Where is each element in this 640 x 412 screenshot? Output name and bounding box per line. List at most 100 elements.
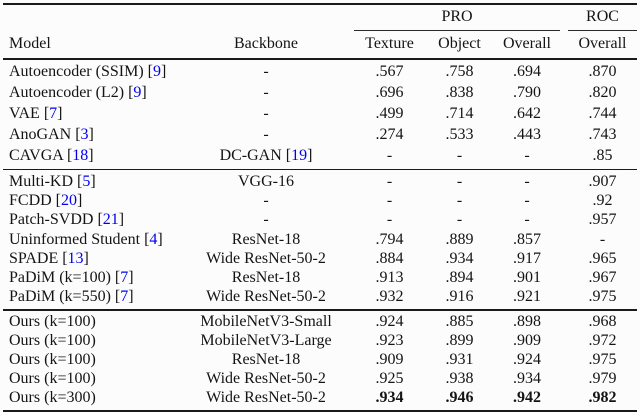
table-row: Ours (k=100) ResNet-18 .909 .931 .924 .975 bbox=[3, 351, 637, 370]
citation-link[interactable]: 7 bbox=[120, 288, 129, 306]
table-section-2: Multi-KD [5] VGG-16- - - .907 FCDD [20] - - - - .9… bbox=[3, 170, 637, 309]
citation-link[interactable]: 7 bbox=[120, 269, 129, 287]
table-row: Uninformed Student [4] ResNet-18 .794 .889.… bbox=[3, 230, 637, 249]
citation-link[interactable]: 20 bbox=[61, 191, 78, 209]
backbone-cell: DC-GAN [19] bbox=[219, 147, 313, 164]
citation-link[interactable]: 7 bbox=[49, 105, 58, 122]
pro-overall-value: .694 bbox=[513, 63, 541, 80]
roc-overall-value: .979 bbox=[588, 370, 617, 388]
citation-link[interactable]: 13 bbox=[67, 249, 84, 267]
backbone-cell: ResNet-18 bbox=[231, 351, 301, 369]
pro-texture-value: .924 bbox=[375, 313, 404, 331]
pro-object-value: .916 bbox=[445, 288, 474, 306]
roc-overall-value: .975 bbox=[588, 288, 617, 306]
pro-overall-value: .642 bbox=[513, 105, 541, 122]
header-group-roc: ROC bbox=[568, 8, 637, 31]
pro-texture-value: .567 bbox=[375, 63, 404, 80]
backbone-cell: Wide ResNet-50-2 bbox=[206, 370, 326, 388]
pro-object-value: .714 bbox=[445, 105, 474, 122]
backbone-cell: Wide ResNet-50-2 bbox=[206, 288, 326, 306]
citation-link[interactable]: 19 bbox=[291, 147, 308, 164]
pro-object-value: .938 bbox=[445, 370, 474, 388]
pro-overall-value: .934 bbox=[513, 370, 541, 388]
pro-object-value: .838 bbox=[445, 84, 474, 101]
pro-texture-value: .696 bbox=[375, 84, 404, 101]
table-row: Patch-SVDD [21] - - - - .957 bbox=[3, 211, 637, 230]
col-header-object: Object bbox=[438, 35, 481, 52]
backbone-cell: - bbox=[263, 126, 269, 143]
backbone-cell: ResNet-18 bbox=[231, 269, 301, 287]
model-cell: Ours (k=300) bbox=[9, 389, 96, 407]
table-row: PaDiM (k=100) [7] ResNet-18 .913 .894 .901 .9… bbox=[3, 268, 637, 287]
citation-link[interactable]: 5 bbox=[82, 172, 91, 190]
pro-overall-value: .917 bbox=[513, 249, 541, 267]
pro-overall-value: .901 bbox=[513, 269, 541, 287]
model-cell: Multi-KD [5] bbox=[9, 172, 96, 190]
col-header-roc-overall: Overall bbox=[578, 35, 627, 52]
backbone-cell: - bbox=[263, 191, 269, 209]
citation-link[interactable]: 18 bbox=[72, 147, 89, 164]
model-cell: Autoencoder (SSIM) [9] bbox=[9, 63, 167, 80]
header-group-spacer bbox=[3, 27, 354, 31]
model-cell: Ours (k=100) bbox=[9, 351, 96, 369]
backbone-cell: Wide ResNet-50-2 bbox=[206, 249, 326, 267]
pro-texture-value: .794 bbox=[375, 230, 404, 248]
table-row: Autoencoder (L2) [9] - .696 .838 .790 .820 bbox=[3, 83, 637, 104]
backbone-cell: Wide ResNet-50-2 bbox=[206, 389, 326, 407]
table-row: Ours (k=100) Wide ResNet-50-2 .925 .938 .934… bbox=[3, 370, 637, 389]
model-cell: Ours (k=100) bbox=[9, 370, 96, 388]
header-group-row: PRO ROC bbox=[3, 5, 637, 31]
model-cell: SPADE [13] bbox=[9, 249, 89, 267]
pro-texture-value: .932 bbox=[375, 288, 404, 306]
roc-overall-value: .870 bbox=[588, 63, 617, 80]
pro-overall-value: - bbox=[524, 147, 530, 164]
model-cell: Autoencoder (L2) [9] bbox=[9, 84, 147, 101]
model-cell: FCDD [20] bbox=[9, 191, 83, 209]
table-row: Ours (k=100) MobileNetV3-Large .923 .899 .90… bbox=[3, 332, 637, 351]
table-section-3: Ours (k=100) MobileNetV3-Small .924.885.89… bbox=[3, 311, 637, 410]
backbone-cell: - bbox=[263, 84, 269, 101]
roc-overall-value: .743 bbox=[588, 126, 617, 143]
pro-overall-value: - bbox=[524, 172, 530, 190]
table-row: Ours (k=300) Wide ResNet-50-2 .934 .946 .942… bbox=[3, 389, 637, 408]
backbone-cell: - bbox=[263, 63, 269, 80]
table-top-rule bbox=[3, 3, 637, 5]
pro-texture-value: .923 bbox=[375, 332, 404, 350]
roc-overall-value: .972 bbox=[588, 332, 617, 350]
citation-link[interactable]: 9 bbox=[152, 63, 161, 80]
citation-link[interactable]: 3 bbox=[80, 126, 89, 143]
roc-overall-value: .820 bbox=[588, 84, 617, 101]
model-cell: Ours (k=100) bbox=[9, 313, 96, 331]
results-table: PRO ROC Model Backbone Texture Object Ov… bbox=[3, 3, 637, 412]
pro-texture-value: - bbox=[386, 172, 393, 190]
header-group-pro: PRO bbox=[354, 8, 560, 31]
pro-object-value: .533 bbox=[445, 126, 474, 143]
model-cell: PaDiM (k=100) [7] bbox=[9, 269, 134, 287]
table-row: Autoencoder (SSIM) [9] - .567 .758 .694 .870 bbox=[3, 62, 637, 83]
backbone-cell: MobileNetV3-Large bbox=[200, 332, 332, 350]
model-cell: Patch-SVDD [21] bbox=[9, 211, 125, 229]
pro-object-value: - bbox=[456, 191, 463, 209]
table-row: CAVGA [18] DC-GAN [19] - - - .85 bbox=[3, 146, 637, 167]
model-cell: VAE [7] bbox=[9, 105, 63, 122]
backbone-cell: VGG-16 bbox=[238, 172, 294, 190]
roc-overall-value: .85 bbox=[592, 147, 613, 164]
pro-object-value: - bbox=[456, 147, 463, 164]
citation-link[interactable]: 4 bbox=[149, 230, 158, 248]
pro-object-value: - bbox=[456, 211, 463, 229]
col-header-overall: Overall bbox=[503, 35, 551, 52]
citation-link[interactable]: 21 bbox=[102, 211, 119, 229]
model-cell: CAVGA [18] bbox=[9, 147, 94, 164]
table-row: Ours (k=100) MobileNetV3-Small .924 .885 .89… bbox=[3, 313, 637, 332]
table-body: Autoencoder (SSIM) [9] - .567.758.694.870 A… bbox=[3, 60, 637, 410]
citation-link[interactable]: 9 bbox=[133, 84, 142, 101]
pro-overall-value: .921 bbox=[513, 288, 541, 306]
roc-overall-value: .982 bbox=[588, 389, 617, 407]
roc-overall-value: - bbox=[599, 230, 606, 248]
pro-texture-value: .913 bbox=[375, 269, 404, 287]
roc-overall-value: .92 bbox=[592, 191, 613, 209]
roc-overall-value: .957 bbox=[588, 211, 617, 229]
pro-texture-value: .499 bbox=[375, 105, 404, 122]
table-row: VAE [7] - .499 .714 .642 .744 bbox=[3, 104, 637, 125]
table-bottom-rule bbox=[3, 409, 637, 412]
